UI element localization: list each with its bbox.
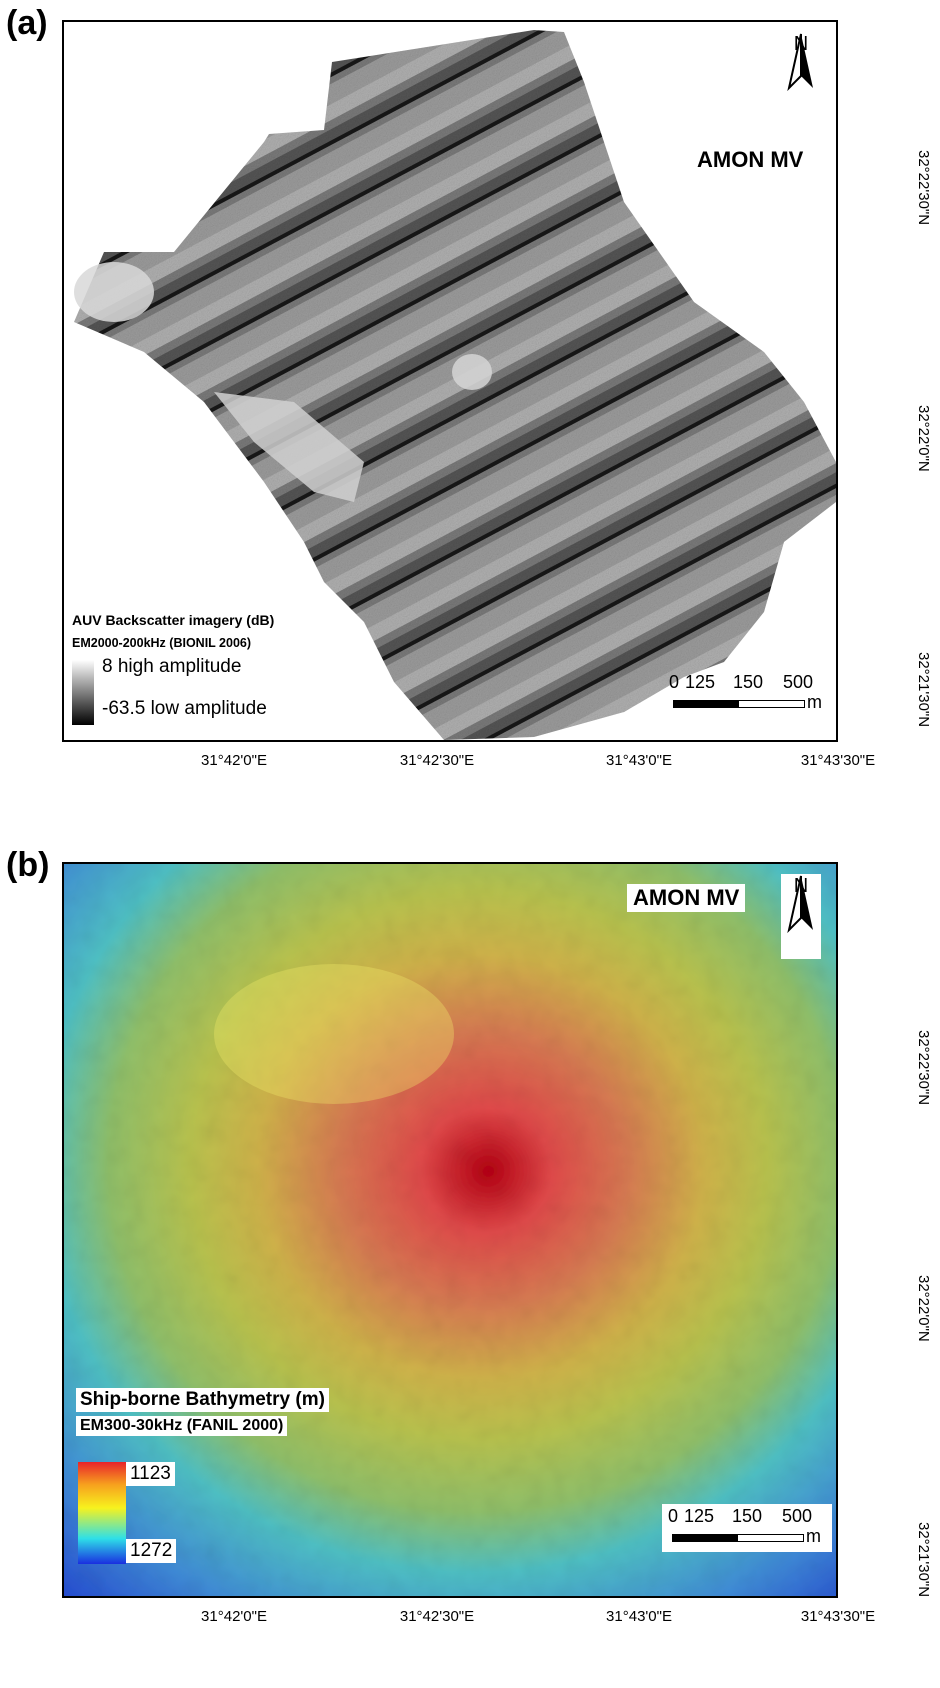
panel-b-xtick: 31°43'30"E	[800, 1608, 876, 1625]
bathymetry-surface	[64, 864, 836, 1596]
panel-a-legend-ramp	[72, 660, 94, 725]
scale-unit: m	[806, 1526, 821, 1546]
bathymetry-raster	[64, 864, 836, 1596]
panel-b-ytick: 32°21'30"N	[915, 1522, 932, 1598]
scale-tick-0: 0	[669, 672, 680, 692]
panel-a-north-arrow: N	[781, 32, 821, 117]
panel-a-ytick: 32°22'0"N	[915, 405, 932, 472]
panel-b-legend-subtitle: EM300-30kHz (FANIL 2000)	[76, 1416, 288, 1436]
panel-a-legend-title: AUV Backscatter imagery (dB)	[72, 612, 275, 628]
panel-b-legend-min: 1272	[126, 1539, 177, 1563]
scale-unit: m	[807, 692, 822, 712]
panel-b-site-title: AMON MV	[627, 884, 746, 912]
scale-tick-500: 500	[783, 672, 814, 692]
bright-patches	[74, 262, 492, 502]
north-arrow-icon	[787, 875, 813, 934]
panel-b-xtick: 31°42'30"E	[399, 1608, 475, 1625]
north-arrow-icon	[787, 33, 813, 92]
panel-b-xtick: 31°43'0"E	[606, 1608, 672, 1625]
panel-a-map: N AMON MV AUV Backscatter imagery (dB) E…	[62, 20, 838, 742]
panel-a-site-title: AMON MV	[697, 147, 804, 172]
panel-a-legend-high: 8 high amplitude	[102, 656, 242, 677]
panel-b-ytick: 32°22'0"N	[915, 1275, 932, 1342]
panel-a-xtick: 31°43'30"E	[800, 752, 876, 769]
panel-a-xtick: 31°42'30"E	[399, 752, 475, 769]
panel-a-ytick: 32°21'30"N	[915, 652, 932, 728]
scale-bar-graphic	[672, 1534, 804, 1542]
panel-b-ytick: 32°22'30"N	[915, 1030, 932, 1106]
mosaic-swaths	[74, 30, 836, 740]
scale-tick-125: 125	[684, 1506, 715, 1526]
backscatter-mosaic	[74, 30, 836, 740]
panel-b-legend-max: 1123	[126, 1462, 175, 1486]
panel-a-scalebar: 0 125 150 500 m	[669, 672, 831, 714]
scale-bar-graphic	[673, 700, 805, 708]
ridge-highlight	[214, 964, 454, 1104]
scale-tick-125: 125	[685, 672, 716, 692]
panel-b-legend-title: Ship-borne Bathymetry (m)	[76, 1388, 329, 1412]
panel-b-xtick: 31°42'0"E	[201, 1608, 267, 1625]
scale-tick-0: 0	[668, 1506, 679, 1526]
scale-tick-500: 500	[782, 1506, 813, 1526]
panel-a-legend-low: -63.5 low amplitude	[102, 698, 267, 719]
panel-b-label: (b)	[6, 846, 50, 884]
panel-a-xtick: 31°42'0"E	[201, 752, 267, 769]
panel-b-legend-ramp	[78, 1462, 126, 1564]
scale-tick-150: 150	[732, 1506, 763, 1526]
panel-a-ytick: 32°22'30"N	[915, 150, 932, 226]
panel-b-north-arrow: N	[781, 874, 821, 959]
panel-a-legend-subtitle: EM2000-200kHz (BIONIL 2006)	[72, 636, 252, 650]
panel-b-scalebar: 0 125 150 500 m	[662, 1504, 832, 1552]
panel-a-label: (a)	[6, 4, 48, 42]
panel-a-xtick: 31°43'0"E	[606, 752, 672, 769]
scale-tick-150: 150	[733, 672, 764, 692]
panel-b-map: AMON MV N Ship-borne Bathymetry (m) EM30…	[62, 862, 838, 1598]
